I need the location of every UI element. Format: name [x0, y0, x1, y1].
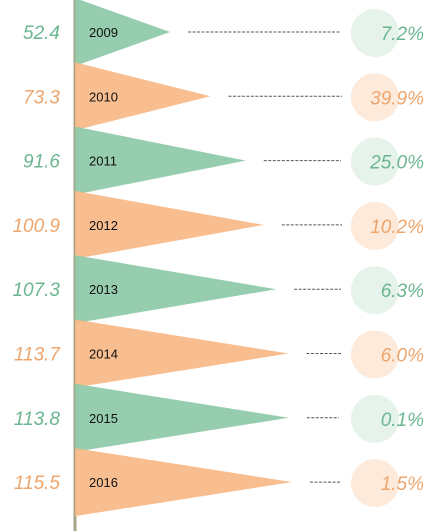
growth-label-2016: 1.5%: [381, 474, 424, 495]
triangle-bar-2014: [75, 319, 289, 388]
growth-label-2013: 6.3%: [381, 281, 424, 302]
value-label-2010: 73.3: [23, 87, 60, 108]
year-label-2014: 2014: [89, 347, 118, 362]
triangle-bar-2015: [75, 383, 289, 452]
growth-circle-2009: [351, 9, 399, 57]
triangle-bar-2011: [75, 126, 246, 195]
year-label-2015: 2015: [89, 411, 118, 426]
growth-circle-2012: [351, 201, 399, 250]
year-label-2011: 2011: [89, 154, 117, 169]
year-label-2009: 2009: [89, 25, 118, 40]
growth-label-2010: 39.9%: [370, 88, 424, 109]
growth-circle-2011: [351, 137, 399, 186]
growth-label-2014: 6.0%: [381, 346, 424, 367]
value-label-2013: 107.3: [12, 280, 60, 301]
growth-circle-2016: [351, 459, 399, 508]
value-label-2015: 113.8: [14, 409, 61, 430]
year-label-2016: 2016: [89, 475, 118, 490]
value-label-2014: 113.7: [14, 345, 62, 366]
growth-label-2011: 25.0%: [369, 153, 424, 174]
growth-label-2012: 10.2%: [370, 217, 424, 238]
year-label-2010: 2010: [89, 89, 118, 104]
growth-label-2015: 0.1%: [381, 410, 424, 431]
value-label-2009: 52.4: [23, 23, 60, 44]
value-label-2016: 115.5: [14, 473, 61, 494]
triangle-bar-2013: [75, 255, 277, 324]
year-label-2013: 2013: [89, 282, 118, 297]
triangle-bar-2010: [75, 62, 211, 131]
growth-circle-2015: [351, 394, 399, 443]
growth-circle-2014: [351, 330, 399, 379]
year-label-2012: 2012: [89, 218, 118, 233]
value-label-2011: 91.6: [23, 152, 60, 173]
triangle-bar-2009: [75, 0, 170, 66]
growth-circle-2013: [351, 266, 399, 315]
triangle-bar-2012: [75, 190, 264, 259]
growth-circle-2010: [351, 73, 399, 122]
growth-label-2009: 7.2%: [381, 24, 424, 45]
value-label-2012: 100.9: [12, 216, 60, 237]
triangle-bar-2016: [75, 448, 292, 517]
